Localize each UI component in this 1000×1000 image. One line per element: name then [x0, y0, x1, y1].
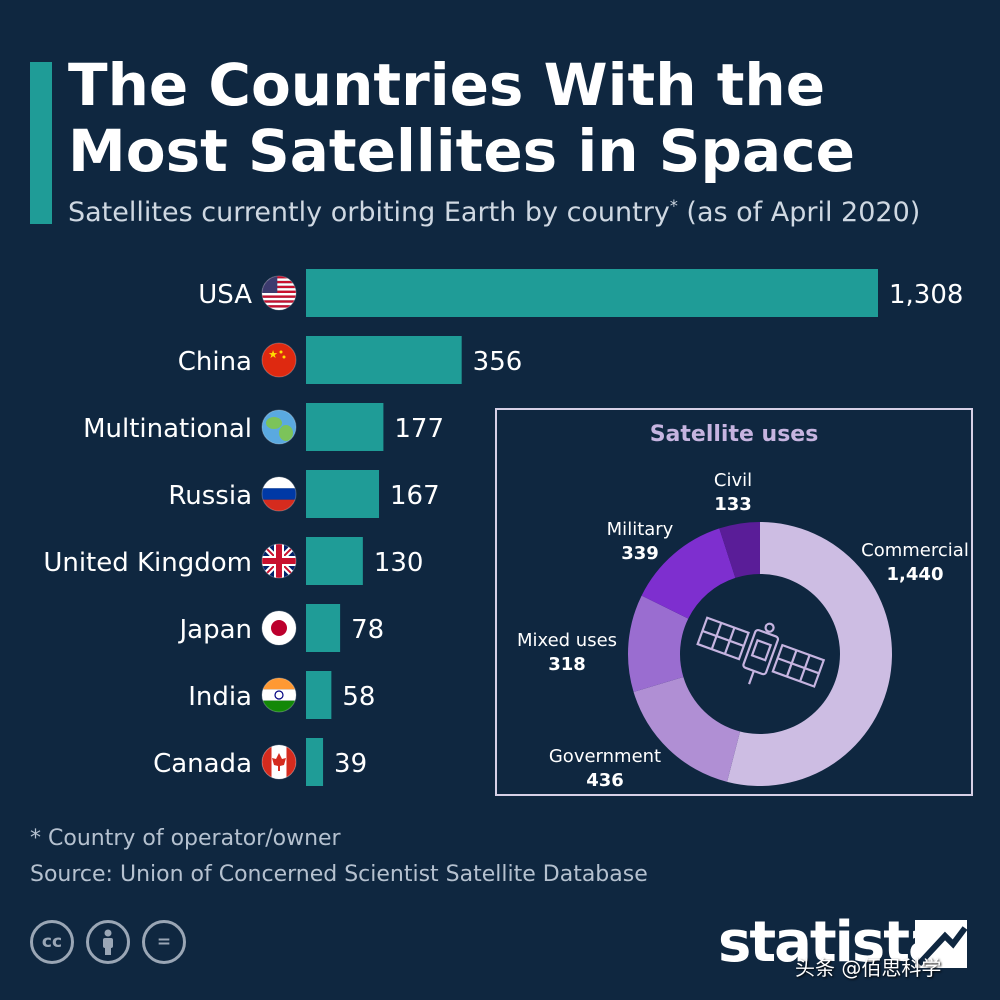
category-label: Canada — [153, 749, 252, 779]
attribution-icon[interactable] — [86, 920, 130, 964]
slice-value: 318 — [548, 654, 586, 675]
bar-row-russia: Russia 167 — [168, 470, 440, 518]
footnote: * Country of operator/owner — [30, 826, 341, 851]
person-icon — [103, 929, 113, 955]
category-label: United Kingdom — [43, 548, 252, 578]
canada-flag-icon — [261, 744, 297, 780]
globe-icon — [261, 409, 297, 445]
donut-slice-mixed-uses — [628, 595, 689, 692]
value-label: 177 — [394, 414, 444, 444]
value-label: 39 — [334, 749, 367, 779]
russia-flag-icon — [261, 476, 297, 512]
statista-logo[interactable]: statista — [718, 910, 946, 975]
slice-label: Military — [607, 519, 674, 540]
title-accent-bar — [30, 62, 52, 224]
source-note: Source: Union of Concerned Scientist Sat… — [30, 862, 648, 887]
slice-label: Civil — [714, 470, 752, 491]
bar — [306, 738, 324, 786]
slice-label: Commercial — [861, 540, 969, 561]
india-flag-icon — [261, 677, 297, 713]
bar — [306, 269, 878, 317]
no-derivatives-icon[interactable]: = — [142, 920, 186, 964]
bar — [306, 537, 363, 585]
usa-flag-icon — [261, 275, 297, 311]
bar-row-china: China ★ 356 — [178, 336, 523, 384]
donut-slice-military — [641, 528, 736, 619]
slice-value: 1,440 — [887, 564, 944, 585]
category-label: Japan — [177, 615, 252, 645]
subtitle-text: Satellites currently orbiting Earth by c… — [68, 197, 670, 228]
category-label: Russia — [168, 481, 252, 511]
value-label: 356 — [473, 347, 523, 377]
slice-value: 339 — [621, 543, 659, 564]
watermark: 头条 @佰思科学 — [795, 956, 942, 980]
category-label: China — [178, 347, 252, 377]
subtitle-marker: * — [669, 196, 678, 215]
bar — [306, 403, 384, 451]
value-label: 1,308 — [889, 280, 963, 310]
value-label: 78 — [351, 615, 384, 645]
cc-icon[interactable]: cc — [30, 920, 74, 964]
bar — [306, 470, 380, 518]
slice-value: 133 — [714, 494, 752, 515]
svg-text:★: ★ — [268, 348, 278, 361]
slice-label: Mixed uses — [517, 630, 617, 651]
slice-value: 436 — [586, 770, 624, 791]
bar-row-japan: Japan 78 — [177, 604, 384, 652]
bar-row-usa: USA 1,308 — [198, 269, 963, 317]
bar-chart: USA 1,308 China ★ 356 Multinational 177 Russia 1… — [43, 269, 963, 786]
donut-title: Satellite uses — [649, 422, 819, 447]
category-label: Multinational — [83, 414, 252, 444]
value-label: 58 — [342, 682, 375, 712]
bar-row-india: India 58 — [188, 671, 375, 719]
category-label: India — [188, 682, 252, 712]
value-label: 130 — [374, 548, 424, 578]
donut-slice-government — [633, 676, 741, 782]
china-flag-icon: ★ — [261, 342, 297, 378]
value-label: 167 — [390, 481, 440, 511]
bar-row-united-kingdom: United Kingdom 130 — [43, 537, 423, 585]
subtitle-suffix: (as of April 2020) — [677, 197, 921, 228]
satellite-icon — [696, 616, 826, 688]
slice-label: Government — [549, 746, 661, 767]
category-label: USA — [198, 280, 252, 310]
donut-slice-civil — [719, 522, 760, 578]
donut-chart: Commercial 1,440 Government 436 Mixed uses 31… — [517, 470, 969, 791]
license-icons: cc = — [30, 920, 186, 964]
chart-subtitle: Satellites currently orbiting Earth by c… — [68, 196, 920, 228]
japan-flag-icon — [261, 610, 297, 646]
bar — [306, 336, 462, 384]
uk-flag-icon — [261, 543, 297, 579]
bar-row-canada: Canada 39 — [153, 738, 367, 786]
donut-slice-commercial — [727, 522, 892, 786]
bar — [306, 604, 341, 652]
statista-mark-icon — [915, 920, 967, 968]
bar — [306, 671, 332, 719]
chart-title: The Countries With the Most Satellites i… — [68, 51, 855, 185]
bar-row-multinational: Multinational 177 — [83, 403, 444, 451]
satellite-uses-panel: Commercial 1,440 Government 436 Mixed uses 31… — [495, 408, 973, 796]
